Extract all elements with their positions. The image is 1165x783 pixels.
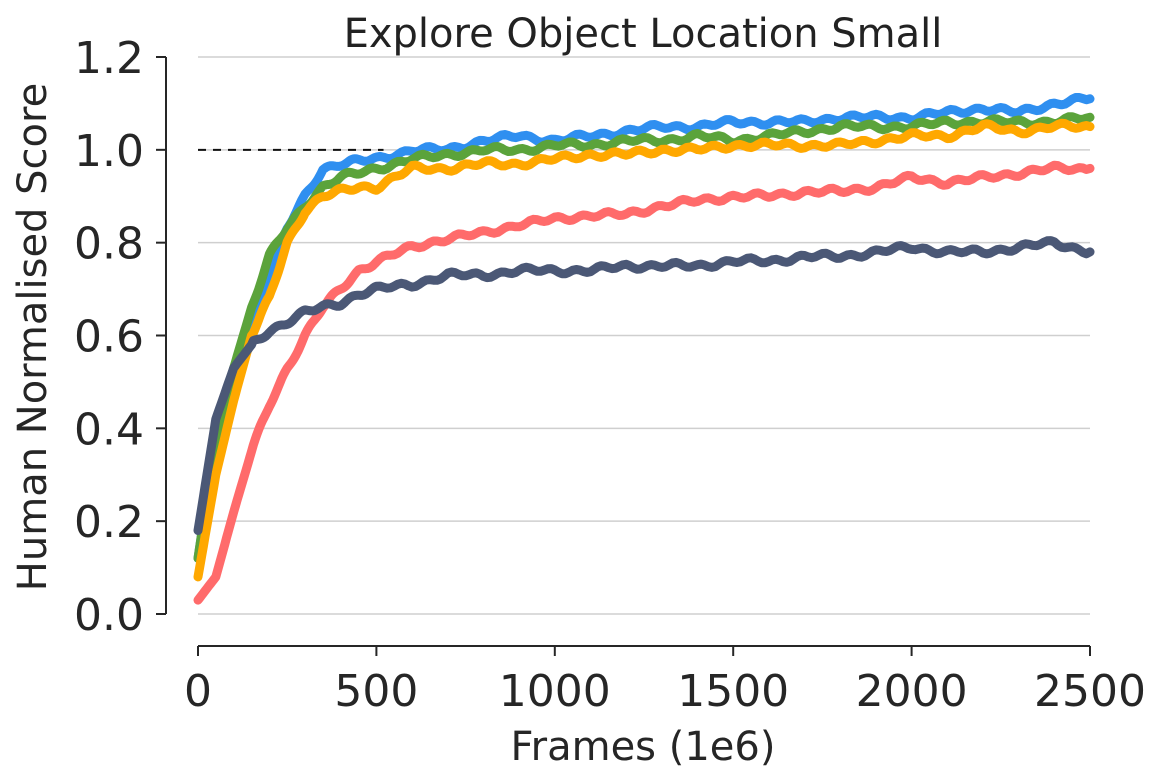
y-tick-label-5: 1.0 — [74, 126, 144, 177]
series-line-2 — [193, 112, 1095, 563]
series-line-1 — [193, 93, 1095, 563]
series-line-5 — [193, 236, 1095, 535]
y-tick-label-1: 0.2 — [74, 497, 144, 548]
y-tick-label-4: 0.8 — [74, 219, 144, 270]
x-tick-label-2: 1000 — [499, 666, 611, 717]
axes — [165, 57, 1090, 647]
y-tick-label-6: 1.2 — [74, 33, 144, 84]
x-tick-label-0: 0 — [184, 666, 212, 717]
series-line-3 — [193, 118, 1095, 582]
x-axis-ticks: 0 500 1000 1500 2000 2500 — [184, 646, 1146, 717]
y-axis-label: Human Normalised Score — [10, 83, 56, 591]
x-tick-label-4: 2000 — [856, 666, 968, 717]
x-axis-label: Frames (1e6) — [511, 724, 776, 770]
y-tick-label-0: 0.0 — [74, 590, 144, 641]
series-line-4 — [193, 160, 1095, 605]
y-tick-label-2: 0.4 — [74, 404, 144, 455]
series-group — [193, 93, 1095, 605]
x-tick-label-1: 500 — [334, 666, 418, 717]
x-tick-label-3: 1500 — [677, 666, 789, 717]
chart-title: Explore Object Location Small — [344, 11, 943, 57]
y-tick-label-3: 0.6 — [74, 312, 144, 363]
x-tick-label-5: 2500 — [1034, 666, 1146, 717]
y-axis-ticks: 0.0 0.2 0.4 0.6 0.8 1.0 1.2 — [74, 33, 166, 641]
